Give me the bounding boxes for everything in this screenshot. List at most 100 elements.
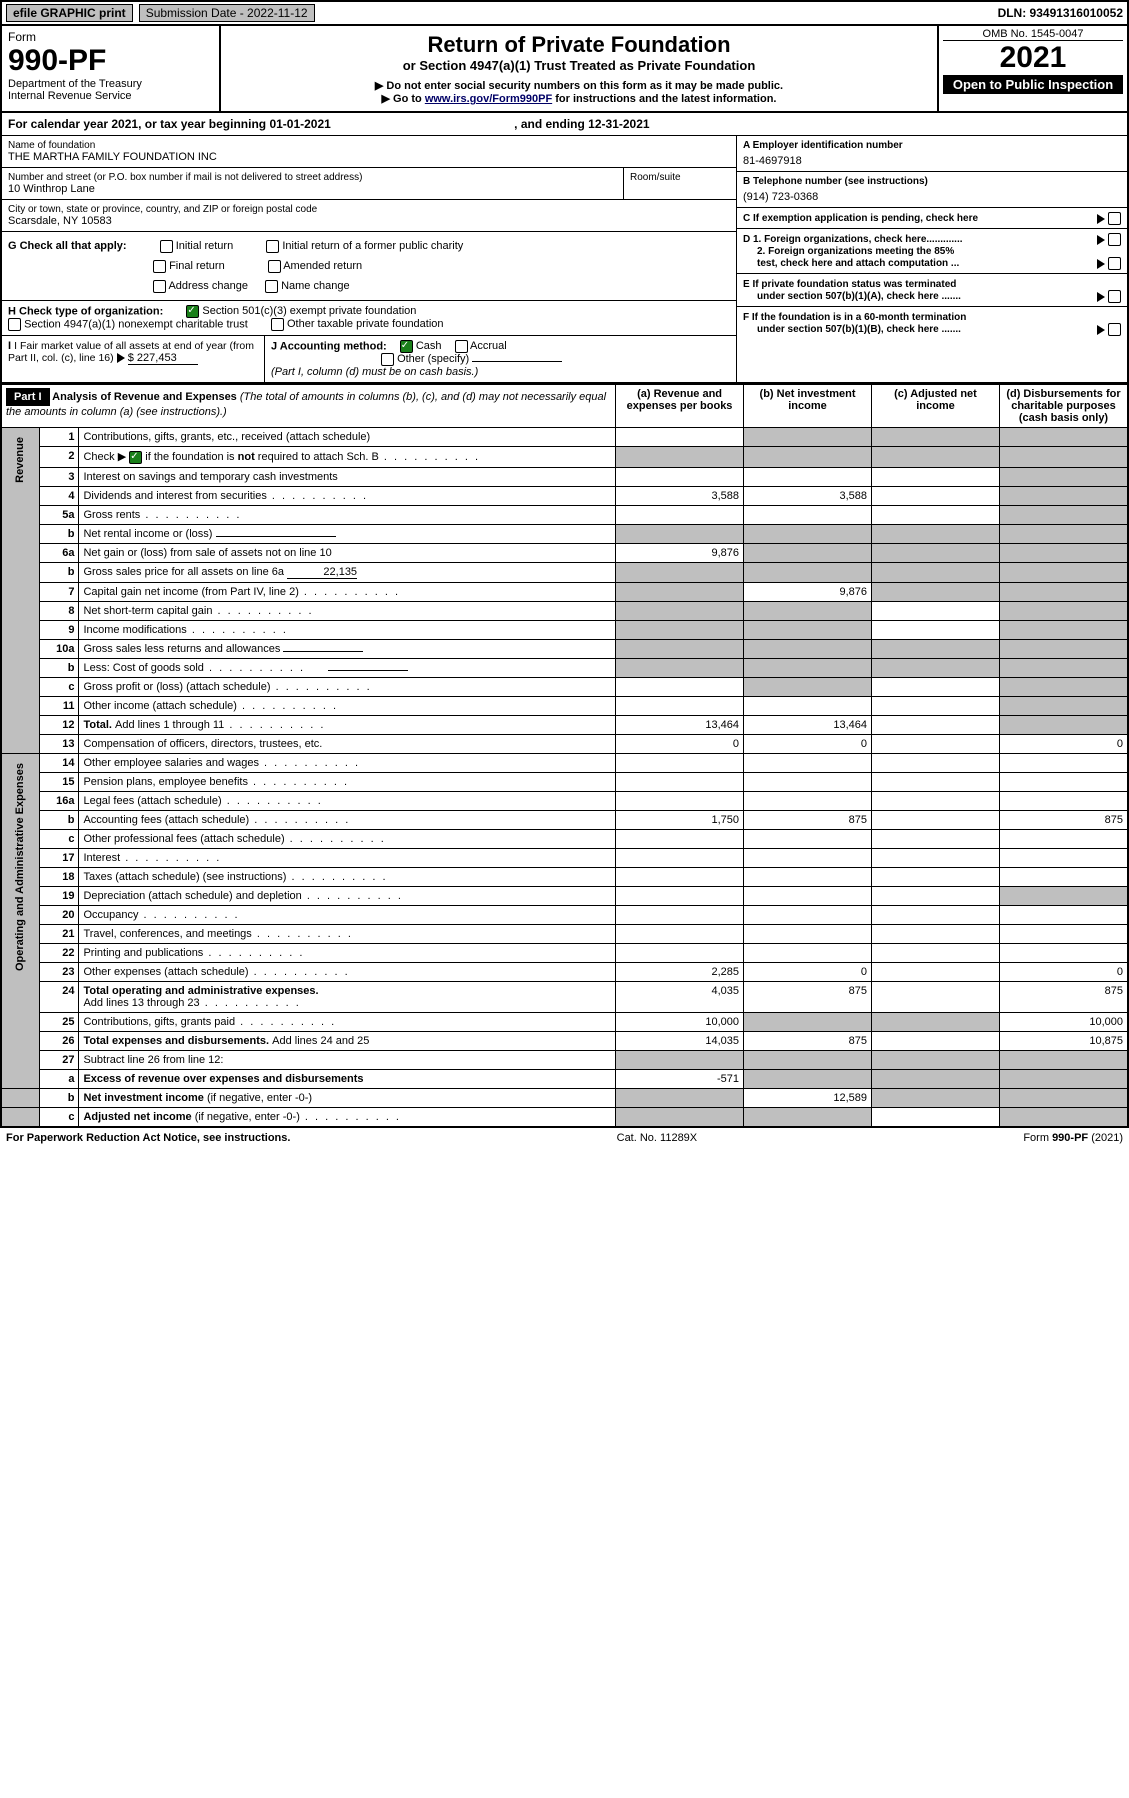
table-row: bAccounting fees (attach schedule)1,7508… bbox=[1, 810, 1128, 829]
chk-name[interactable] bbox=[265, 280, 278, 293]
chk-final[interactable] bbox=[153, 260, 166, 273]
arrow-icon bbox=[1097, 214, 1105, 224]
table-row: 17Interest bbox=[1, 848, 1128, 867]
form-word: Form bbox=[8, 30, 213, 44]
col-c: (c) Adjusted net income bbox=[872, 385, 1000, 428]
section-e: E If private foundation status was termi… bbox=[737, 274, 1127, 307]
chk-accrual[interactable] bbox=[455, 340, 468, 353]
form-subtitle: or Section 4947(a)(1) Trust Treated as P… bbox=[229, 58, 929, 73]
chk-initial-former[interactable] bbox=[266, 240, 279, 253]
efile-button[interactable]: efile GRAPHIC print bbox=[6, 4, 133, 22]
chk-e[interactable] bbox=[1108, 290, 1121, 303]
table-row: 25Contributions, gifts, grants paid10,00… bbox=[1, 1012, 1128, 1031]
note-ssn: ▶ Do not enter social security numbers o… bbox=[229, 79, 929, 92]
table-row: 2Check ▶ if the foundation is not requir… bbox=[1, 447, 1128, 468]
table-row: 13Compensation of officers, directors, t… bbox=[1, 734, 1128, 753]
header-center: Return of Private Foundation or Section … bbox=[221, 26, 939, 111]
ein: 81-4697918 bbox=[743, 155, 1121, 167]
phone-label: B Telephone number (see instructions) bbox=[743, 176, 1121, 187]
footer-cat: Cat. No. 11289X bbox=[617, 1132, 698, 1144]
foundation-name: THE MARTHA FAMILY FOUNDATION INC bbox=[8, 151, 730, 163]
dln: DLN: 93491316010052 bbox=[998, 6, 1123, 20]
dept: Department of the Treasury bbox=[8, 78, 213, 90]
ein-label: A Employer identification number bbox=[743, 140, 1121, 151]
chk-other-tax[interactable] bbox=[271, 318, 284, 331]
footer: For Paperwork Reduction Act Notice, see … bbox=[0, 1128, 1129, 1148]
addr-label: Number and street (or P.O. box number if… bbox=[8, 172, 617, 183]
chk-d1[interactable] bbox=[1108, 233, 1121, 246]
calendar-year-row: For calendar year 2021, or tax year begi… bbox=[0, 113, 1129, 136]
section-h: H Check type of organization: Section 50… bbox=[2, 301, 736, 336]
chk-amended[interactable] bbox=[268, 260, 281, 273]
chk-c[interactable] bbox=[1108, 212, 1121, 225]
header-left: Form 990-PF Department of the Treasury I… bbox=[2, 26, 221, 111]
chk-d2[interactable] bbox=[1108, 257, 1121, 270]
section-i: I I Fair market value of all assets at e… bbox=[2, 336, 265, 382]
phone: (914) 723-0368 bbox=[743, 191, 1121, 203]
table-row: bGross sales price for all assets on lin… bbox=[1, 562, 1128, 582]
form-header: Form 990-PF Department of the Treasury I… bbox=[0, 26, 1129, 113]
chk-f[interactable] bbox=[1108, 323, 1121, 336]
chk-schb[interactable] bbox=[129, 451, 142, 464]
form-title: Return of Private Foundation bbox=[229, 32, 929, 58]
revenue-tab: Revenue bbox=[1, 428, 39, 754]
chk-address[interactable] bbox=[153, 280, 166, 293]
arrow-icon bbox=[1097, 259, 1105, 269]
table-row: 5aGross rents bbox=[1, 505, 1128, 524]
chk-other-acct[interactable] bbox=[381, 353, 394, 366]
table-row: 24Total operating and administrative exp… bbox=[1, 981, 1128, 1012]
part1-header: Part I Analysis of Revenue and Expenses … bbox=[1, 385, 1128, 428]
arrow-icon bbox=[1097, 292, 1105, 302]
entity-right: A Employer identification number 81-4697… bbox=[736, 136, 1127, 382]
table-row: 18Taxes (attach schedule) (see instructi… bbox=[1, 867, 1128, 886]
table-row: bNet investment income (if negative, ent… bbox=[1, 1088, 1128, 1107]
table-row: 6aNet gain or (loss) from sale of assets… bbox=[1, 543, 1128, 562]
name-label: Name of foundation bbox=[8, 140, 730, 151]
section-f: F If the foundation is in a 60-month ter… bbox=[737, 307, 1127, 339]
table-row: 3Interest on savings and temporary cash … bbox=[1, 467, 1128, 486]
table-row: 15Pension plans, employee benefits bbox=[1, 772, 1128, 791]
table-row: 26Total expenses and disbursements. Add … bbox=[1, 1031, 1128, 1050]
arrow-icon bbox=[117, 353, 125, 363]
table-row: 10aGross sales less returns and allowanc… bbox=[1, 639, 1128, 658]
table-row: 12Total. Add lines 1 through 1113,46413,… bbox=[1, 715, 1128, 734]
table-row: 23Other expenses (attach schedule)2,2850… bbox=[1, 962, 1128, 981]
table-row: bLess: Cost of goods sold bbox=[1, 658, 1128, 677]
arrow-icon bbox=[1097, 235, 1105, 245]
section-g: G Check all that apply: Initial return I… bbox=[2, 232, 736, 301]
section-c: C If exemption application is pending, c… bbox=[737, 208, 1127, 229]
table-row: cAdjusted net income (if negative, enter… bbox=[1, 1107, 1128, 1127]
table-row: 8Net short-term capital gain bbox=[1, 601, 1128, 620]
omb-no: OMB No. 1545-0047 bbox=[943, 28, 1123, 41]
chk-4947[interactable] bbox=[8, 318, 21, 331]
table-row: 22Printing and publications bbox=[1, 943, 1128, 962]
city: Scarsdale, NY 10583 bbox=[8, 215, 730, 227]
expenses-tab: Operating and Administrative Expenses bbox=[1, 753, 39, 1088]
tax-year: 2021 bbox=[943, 41, 1123, 75]
open-inspection: Open to Public Inspection bbox=[943, 75, 1123, 94]
form-number: 990-PF bbox=[8, 44, 213, 78]
table-row: 20Occupancy bbox=[1, 905, 1128, 924]
chk-initial[interactable] bbox=[160, 240, 173, 253]
table-row: 21Travel, conferences, and meetings bbox=[1, 924, 1128, 943]
part1-tag: Part I bbox=[6, 388, 50, 406]
chk-cash[interactable] bbox=[400, 340, 413, 353]
col-d: (d) Disbursements for charitable purpose… bbox=[999, 385, 1128, 428]
submission-date: Submission Date - 2022-11-12 bbox=[139, 4, 315, 22]
chk-501c3[interactable] bbox=[186, 305, 199, 318]
table-row: 7Capital gain net income (from Part IV, … bbox=[1, 582, 1128, 601]
table-row: Operating and Administrative Expenses 14… bbox=[1, 753, 1128, 772]
irs-link[interactable]: www.irs.gov/Form990PF bbox=[425, 93, 552, 105]
header-right: OMB No. 1545-0047 2021 Open to Public In… bbox=[939, 26, 1127, 111]
table-row: 9Income modifications bbox=[1, 620, 1128, 639]
address: 10 Winthrop Lane bbox=[8, 183, 617, 195]
city-label: City or town, state or province, country… bbox=[8, 204, 730, 215]
table-row: Revenue 1Contributions, gifts, grants, e… bbox=[1, 428, 1128, 447]
part1-table: Part I Analysis of Revenue and Expenses … bbox=[0, 384, 1129, 1128]
table-row: cGross profit or (loss) (attach schedule… bbox=[1, 677, 1128, 696]
room-label: Room/suite bbox=[630, 172, 730, 183]
section-j: J Accounting method: Cash Accrual Other … bbox=[265, 336, 736, 382]
entity-info: Name of foundation THE MARTHA FAMILY FOU… bbox=[0, 136, 1129, 384]
col-a: (a) Revenue and expenses per books bbox=[616, 385, 744, 428]
irs: Internal Revenue Service bbox=[8, 90, 213, 102]
